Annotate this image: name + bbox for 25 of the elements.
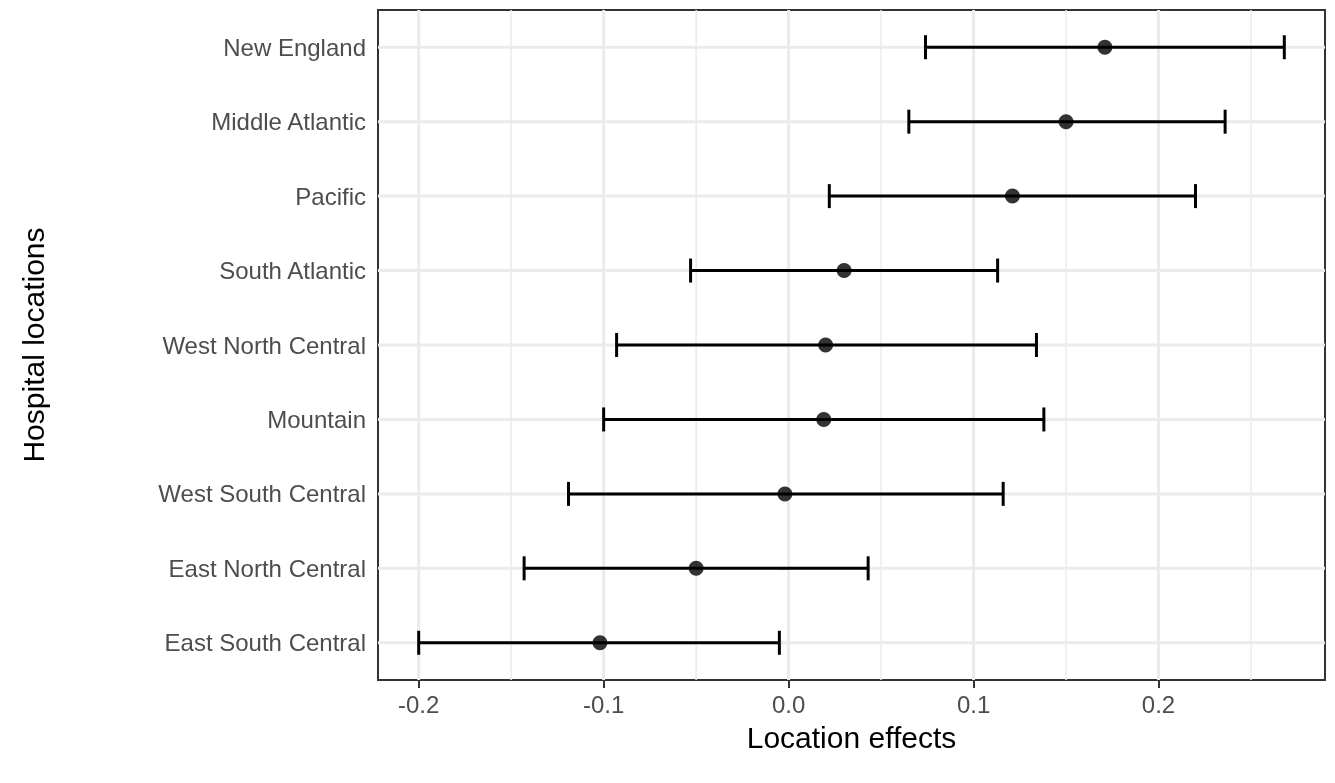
point	[777, 486, 793, 502]
y-tick-label: Pacific	[295, 182, 366, 210]
y-tick-label: East North Central	[168, 554, 366, 582]
y-tick-label: East South Central	[164, 629, 366, 657]
point	[818, 337, 834, 353]
x-tick-label: 0.2	[1141, 690, 1176, 718]
point	[1058, 114, 1074, 130]
point	[816, 411, 832, 427]
y-axis-title: Hospital locations	[16, 227, 50, 463]
point	[1097, 39, 1113, 55]
y-tick-label: South Atlantic	[219, 257, 366, 285]
x-tick-label: 0.1	[956, 690, 991, 718]
x-tick-label: -0.1	[582, 690, 625, 718]
x-axis-title: Location effects	[746, 720, 957, 754]
x-tick-label: 0.0	[771, 690, 806, 718]
point	[1004, 188, 1020, 204]
y-tick-label: Mountain	[267, 405, 366, 433]
point	[836, 263, 852, 279]
x-tick-label: -0.2	[398, 690, 440, 718]
y-tick-label: West North Central	[162, 331, 366, 359]
y-tick-label: New England	[223, 33, 366, 61]
y-tick-label: West South Central	[158, 480, 366, 508]
point	[688, 560, 704, 576]
point	[592, 635, 608, 651]
y-tick-label: Middle Atlantic	[211, 108, 366, 136]
